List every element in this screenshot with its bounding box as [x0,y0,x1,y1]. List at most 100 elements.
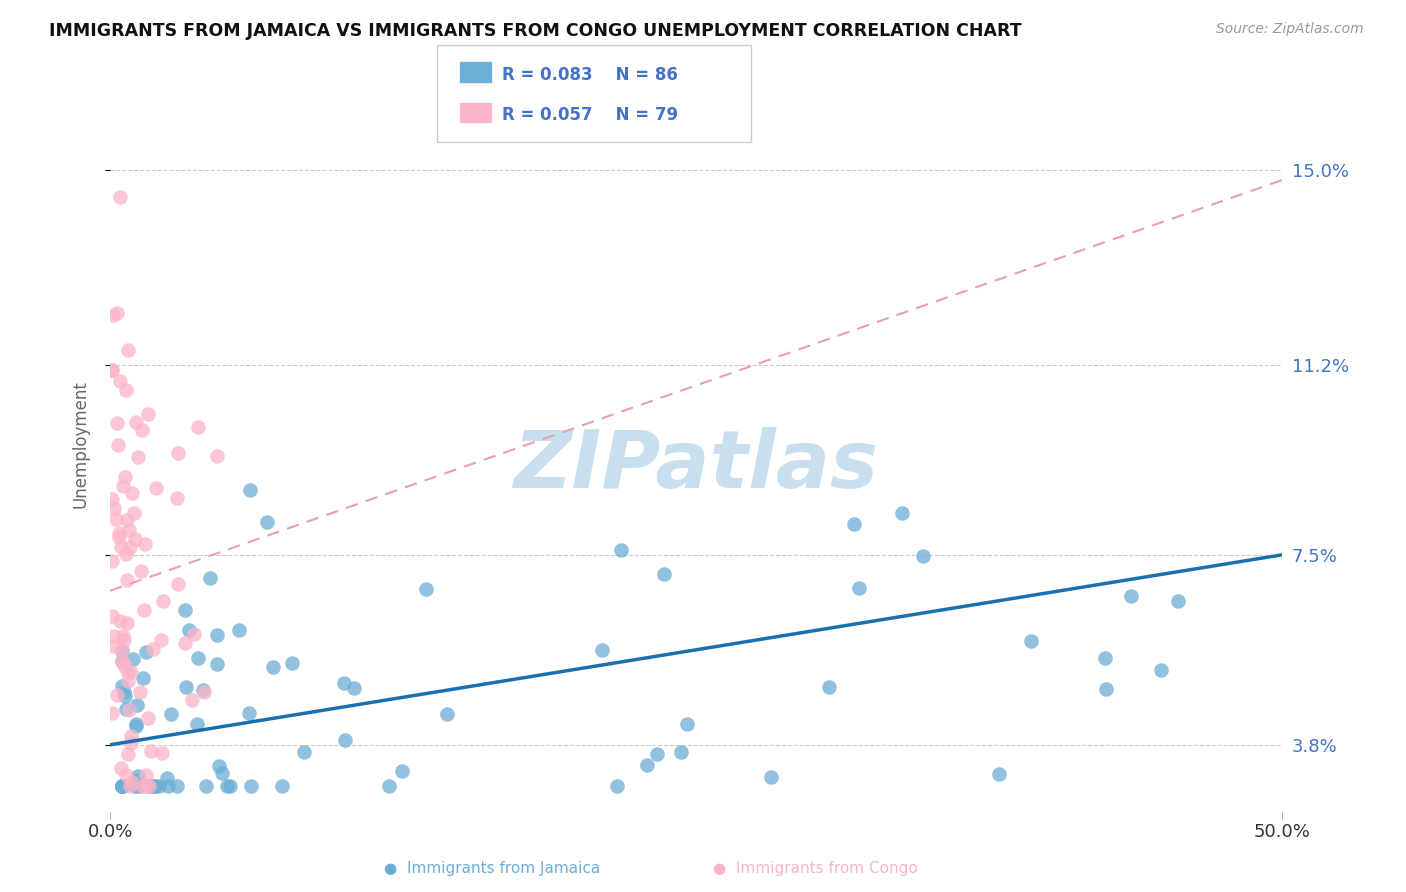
Point [124,532,146,546]
Y-axis label: Unemployment: Unemployment [72,381,89,508]
Point [127,698,149,712]
Point [101,706,124,721]
Point [111,679,134,693]
Point [256,515,278,529]
Point [129,564,152,578]
Point [108,525,131,540]
Point [134,537,156,551]
Point [1150,663,1173,677]
Point [211,766,233,780]
Point [111,779,134,793]
Point [193,683,215,698]
Point [183,627,205,641]
Point [205,657,228,671]
Point [156,779,179,793]
Point [111,644,134,658]
Point [101,363,124,377]
Point [111,654,134,668]
Point [1167,594,1189,608]
Point [335,732,357,747]
Point [761,770,783,784]
Text: Source: ZipAtlas.com: Source: ZipAtlas.com [1216,22,1364,37]
Point [120,665,142,679]
Point [219,779,242,793]
Point [200,571,222,585]
Point [108,374,131,388]
Point [101,362,124,376]
Point [120,729,142,743]
Point [180,693,202,707]
Point [115,512,138,526]
Point [117,747,139,761]
Point [1095,681,1118,696]
Point [1121,590,1143,604]
Point [114,660,136,674]
Point [156,771,179,785]
Point [105,688,128,702]
Point [135,645,157,659]
Text: R = 0.057    N = 79: R = 0.057 N = 79 [502,106,678,124]
Point [115,768,138,782]
Text: ●  Immigrants from Congo: ● Immigrants from Congo [713,861,918,876]
Point [391,764,413,778]
Point [114,690,136,704]
Point [173,602,195,616]
Point [591,642,613,657]
Point [112,656,135,670]
Point [129,779,152,793]
Point [124,717,146,731]
Point [135,779,157,793]
Point [125,719,148,733]
Point [118,779,141,793]
Point [132,671,155,685]
Point [166,779,188,793]
Point [117,615,139,630]
Text: IMMIGRANTS FROM JAMAICA VS IMMIGRANTS FROM CONGO UNEMPLOYMENT CORRELATION CHART: IMMIGRANTS FROM JAMAICA VS IMMIGRANTS FR… [49,22,1022,40]
Point [141,779,163,793]
Point [122,651,145,665]
Point [131,779,153,793]
Point [111,779,134,793]
Text: ZIPatlas: ZIPatlas [513,427,879,506]
Point [292,745,315,759]
Point [118,523,141,537]
Point [186,717,208,731]
Point [122,506,145,520]
Point [891,506,914,520]
Point [110,541,132,555]
Point [238,706,260,721]
Point [117,343,139,358]
Point [195,779,218,793]
Point [111,779,134,793]
Point [135,779,157,793]
Point [911,549,934,564]
Point [436,706,458,721]
Point [115,573,138,587]
Point [111,629,134,643]
Point [132,602,155,616]
Point [636,757,658,772]
Point [121,486,143,500]
Point [152,594,174,608]
Point [187,651,209,665]
Point [111,654,134,668]
Point [676,717,699,731]
Point [215,779,238,793]
Point [333,676,356,690]
Point [141,744,163,758]
Point [118,703,141,717]
Point [166,446,188,460]
Point [114,547,136,561]
Point [101,309,124,323]
Point [110,614,132,628]
Point [818,680,841,694]
Text: R = 0.083    N = 86: R = 0.083 N = 86 [502,66,678,84]
Point [228,623,250,637]
Point [129,685,152,699]
Point [103,640,125,654]
Point [124,779,146,793]
Text: ●  Immigrants from Jamaica: ● Immigrants from Jamaica [384,861,600,876]
Point [187,420,209,434]
Point [174,636,197,650]
Point [652,567,675,582]
